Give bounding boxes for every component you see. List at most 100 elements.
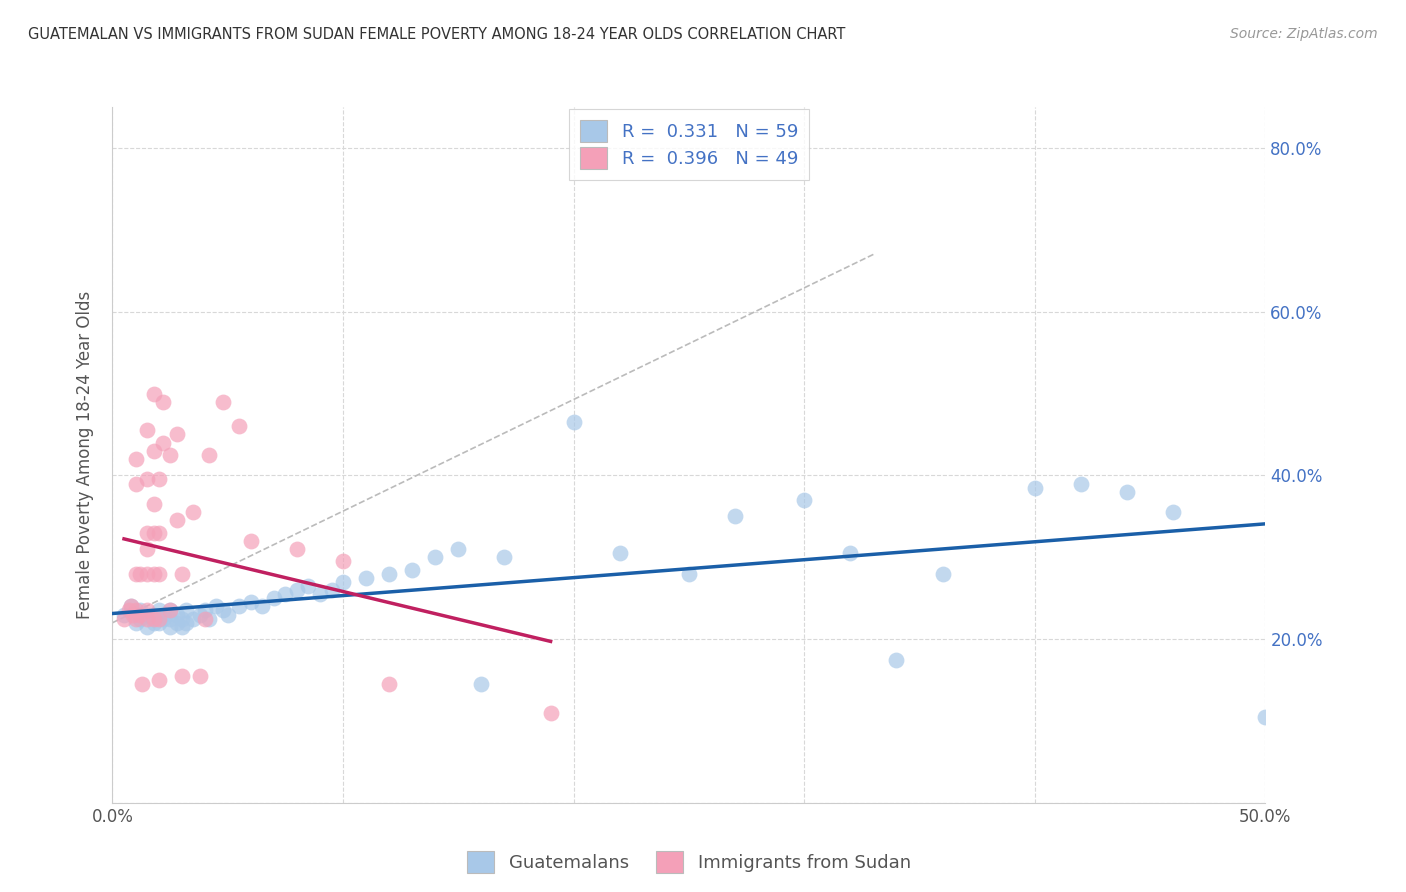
Point bbox=[332, 554, 354, 568]
Point bbox=[166, 427, 188, 442]
Point bbox=[1024, 481, 1046, 495]
Point bbox=[129, 607, 152, 622]
Point bbox=[212, 603, 235, 617]
Point bbox=[148, 525, 170, 540]
Point bbox=[181, 505, 204, 519]
Point bbox=[263, 591, 285, 606]
Point bbox=[136, 620, 159, 634]
Point bbox=[152, 612, 174, 626]
Point bbox=[117, 603, 139, 617]
Point bbox=[159, 612, 181, 626]
Point bbox=[1116, 484, 1139, 499]
Point bbox=[188, 607, 211, 622]
Point bbox=[174, 615, 197, 630]
Point bbox=[166, 615, 188, 630]
Point bbox=[447, 542, 470, 557]
Point bbox=[152, 607, 174, 622]
Point bbox=[678, 566, 700, 581]
Point bbox=[285, 542, 308, 557]
Point bbox=[143, 607, 166, 622]
Point bbox=[1161, 505, 1184, 519]
Point bbox=[136, 423, 159, 437]
Point bbox=[124, 603, 146, 617]
Point bbox=[793, 492, 815, 507]
Point bbox=[886, 652, 908, 666]
Point bbox=[494, 550, 516, 565]
Point bbox=[239, 595, 262, 609]
Point bbox=[724, 509, 747, 524]
Point bbox=[252, 599, 274, 614]
Point bbox=[931, 566, 953, 581]
Point bbox=[136, 566, 159, 581]
Point bbox=[194, 603, 217, 617]
Point bbox=[152, 435, 174, 450]
Point bbox=[129, 603, 152, 617]
Point bbox=[166, 513, 188, 527]
Point bbox=[239, 533, 262, 548]
Point bbox=[166, 607, 188, 622]
Point bbox=[159, 620, 181, 634]
Point bbox=[1070, 476, 1092, 491]
Point bbox=[136, 473, 159, 487]
Point bbox=[378, 566, 401, 581]
Point bbox=[228, 419, 250, 434]
Point bbox=[136, 525, 159, 540]
Point bbox=[297, 579, 319, 593]
Point bbox=[839, 546, 862, 560]
Point bbox=[609, 546, 631, 560]
Point bbox=[136, 603, 159, 617]
Point bbox=[124, 612, 146, 626]
Point bbox=[562, 415, 585, 429]
Point bbox=[309, 587, 332, 601]
Point bbox=[212, 394, 235, 409]
Point bbox=[136, 612, 159, 626]
Point bbox=[143, 386, 166, 401]
Point bbox=[112, 612, 135, 626]
Point bbox=[124, 566, 146, 581]
Point bbox=[112, 607, 135, 622]
Point bbox=[136, 542, 159, 557]
Point bbox=[124, 615, 146, 630]
Point bbox=[425, 550, 447, 565]
Point bbox=[1254, 710, 1277, 724]
Point bbox=[540, 706, 562, 720]
Point bbox=[131, 677, 153, 691]
Point bbox=[285, 582, 308, 597]
Legend: Guatemalans, Immigrants from Sudan: Guatemalans, Immigrants from Sudan bbox=[457, 840, 921, 884]
Point bbox=[120, 599, 142, 614]
Point bbox=[321, 582, 343, 597]
Point bbox=[194, 612, 217, 626]
Point bbox=[332, 574, 354, 589]
Point bbox=[354, 571, 377, 585]
Point bbox=[143, 525, 166, 540]
Point bbox=[122, 607, 145, 622]
Point bbox=[143, 615, 166, 630]
Point bbox=[198, 448, 221, 462]
Point bbox=[174, 603, 197, 617]
Point bbox=[198, 612, 221, 626]
Point bbox=[159, 448, 181, 462]
Point bbox=[228, 599, 250, 614]
Point bbox=[120, 599, 142, 614]
Point bbox=[129, 612, 152, 626]
Point bbox=[470, 677, 492, 691]
Point bbox=[152, 394, 174, 409]
Text: Source: ZipAtlas.com: Source: ZipAtlas.com bbox=[1230, 27, 1378, 41]
Point bbox=[217, 607, 239, 622]
Point bbox=[148, 612, 170, 626]
Point bbox=[401, 562, 423, 576]
Point bbox=[378, 677, 401, 691]
Point bbox=[188, 669, 211, 683]
Point bbox=[159, 603, 181, 617]
Point bbox=[143, 612, 166, 626]
Point bbox=[181, 612, 204, 626]
Point bbox=[148, 603, 170, 617]
Point bbox=[129, 566, 152, 581]
Point bbox=[170, 612, 193, 626]
Point bbox=[124, 476, 146, 491]
Point bbox=[148, 473, 170, 487]
Point bbox=[205, 599, 228, 614]
Point bbox=[148, 566, 170, 581]
Point bbox=[148, 615, 170, 630]
Point bbox=[143, 497, 166, 511]
